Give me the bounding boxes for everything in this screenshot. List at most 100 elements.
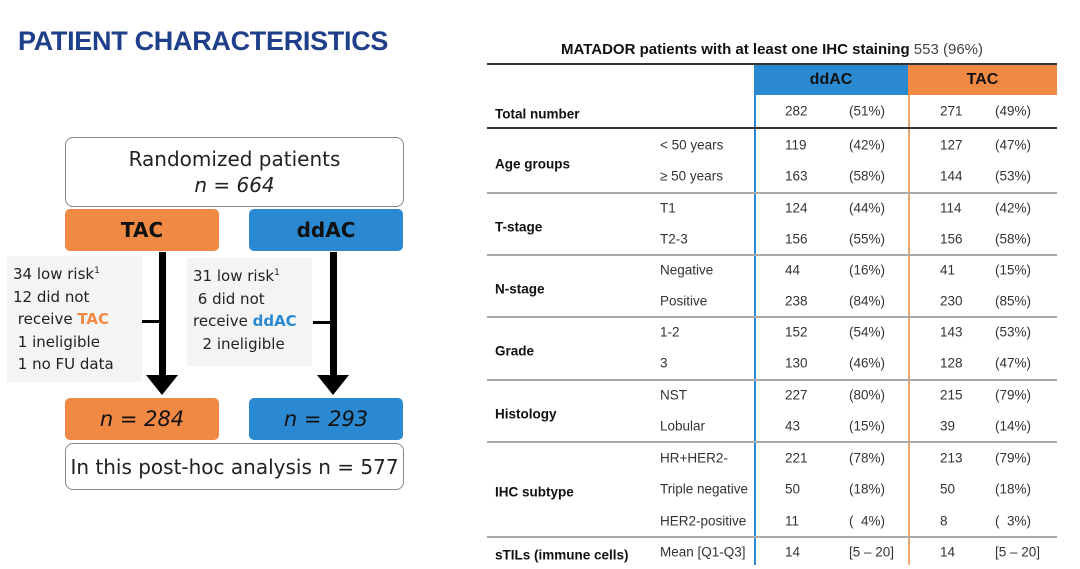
group-label: Grade — [495, 343, 535, 359]
subgroup-label: T1 — [660, 200, 676, 216]
tac-count: 156 — [940, 231, 963, 247]
tac-count: 8 — [940, 513, 948, 529]
tac-excl-low-risk: 34 low risk — [13, 265, 95, 283]
tac-percent: (15%) — [995, 262, 1032, 278]
subgroup-label: Mean [Q1-Q3] — [660, 544, 746, 560]
ddac-count: 44 — [785, 262, 801, 278]
tac-percent: [5 – 20] — [995, 544, 1041, 560]
ddac-excl-arm: ddAC — [252, 312, 297, 330]
tac-exclusions: 34 low risk1 12 did not receive TAC 1 in… — [7, 256, 142, 382]
ddac-arm-box: ddAC — [249, 209, 403, 251]
subgroup-label: < 50 years — [660, 137, 724, 153]
col-header-ddac: ddAC — [754, 65, 908, 95]
ddac-count: 43 — [785, 418, 801, 434]
tac-percent: (53%) — [995, 324, 1032, 340]
tac-count: 41 — [940, 262, 956, 278]
tac-excl-no-fu: 1 no FU data — [13, 355, 114, 373]
ddac-percent: (54%) — [849, 324, 886, 340]
group-label: Histology — [495, 406, 557, 422]
group-divider — [487, 441, 1057, 443]
tac-percent: (14%) — [995, 418, 1032, 434]
tac-percent: (47%) — [995, 137, 1032, 153]
randomized-n: n = 664 — [194, 173, 275, 197]
footnote-marker: 1 — [274, 268, 280, 278]
group-label: sTILs (immune cells) — [495, 547, 629, 563]
ddac-count: 282 — [785, 103, 808, 119]
ddac-percent: (58%) — [849, 168, 886, 184]
tac-percent: (85%) — [995, 293, 1032, 309]
tac-excl-ineligible: 1 ineligible — [13, 332, 100, 351]
col-header-tac: TAC — [908, 65, 1057, 95]
table-top-rule — [487, 63, 1057, 65]
group-label: IHC subtype — [495, 484, 574, 500]
tac-count: 14 — [940, 544, 956, 560]
tac-count: 215 — [940, 387, 963, 403]
tac-arm-box: TAC — [65, 209, 219, 251]
ddac-count: 50 — [785, 481, 801, 497]
table-title-count: 553 (96%) — [913, 41, 984, 58]
ddac-count: 14 — [785, 544, 801, 560]
subgroup-label: NST — [660, 387, 687, 403]
ddac-count: 124 — [785, 200, 808, 216]
ddac-count: 163 — [785, 168, 808, 184]
total-number-label: Total number — [495, 106, 580, 122]
tac-count: 39 — [940, 418, 956, 434]
ddac-percent: (55%) — [849, 231, 886, 247]
tac-percent: (47%) — [995, 355, 1032, 371]
tac-percent: (49%) — [995, 103, 1032, 119]
ddac-percent: ( 4%) — [849, 513, 886, 529]
ddac-excl-receive: receive — [193, 312, 253, 330]
group-label: Age groups — [495, 156, 571, 172]
tac-column-line — [908, 95, 910, 565]
ddac-percent: [5 – 20] — [849, 544, 895, 560]
subgroup-label: HER2-positive — [660, 513, 747, 529]
ddac-percent: (15%) — [849, 418, 886, 434]
ddac-excl-not-received: 6 did not — [193, 289, 265, 308]
table-title-text: MATADOR patients with at least one IHC s… — [560, 41, 910, 58]
ddac-count: 130 — [785, 355, 808, 371]
tac-count: 143 — [940, 324, 963, 340]
randomized-box: Randomized patients n = 664 — [65, 137, 404, 207]
tac-count: 114 — [940, 200, 962, 216]
group-divider — [487, 316, 1057, 318]
tac-percent: (79%) — [995, 450, 1032, 466]
tac-count: 127 — [940, 137, 963, 153]
ddac-excl-low-risk: 31 low risk — [193, 267, 275, 285]
ddac-exclusions: 31 low risk1 6 did not receive ddAC 2 in… — [187, 258, 312, 366]
tac-excl-arm: TAC — [77, 310, 110, 328]
subgroup-label: Lobular — [660, 418, 706, 434]
ddac-count: 221 — [785, 450, 808, 466]
ddac-percent: (42%) — [849, 137, 886, 153]
tac-percent: (58%) — [995, 231, 1032, 247]
group-divider — [487, 379, 1057, 381]
subgroup-label: 3 — [660, 355, 668, 371]
ddac-count: 152 — [785, 324, 808, 340]
subgroup-label: T2-3 — [660, 231, 688, 247]
tac-excl-not-received: 12 did not — [13, 287, 90, 306]
subgroup-label: 1-2 — [660, 324, 680, 340]
ddac-percent: (51%) — [849, 103, 886, 119]
ddac-percent: (80%) — [849, 387, 886, 403]
group-divider — [487, 254, 1057, 256]
ddac-excl-ineligible: 2 ineligible — [193, 334, 285, 353]
footnote-marker: 1 — [94, 266, 100, 276]
ddac-percent: (84%) — [849, 293, 886, 309]
ddac-count: 227 — [785, 387, 808, 403]
ddac-percent: (44%) — [849, 200, 886, 216]
ddac-count: 119 — [785, 137, 807, 153]
slide-title: PATIENT CHARACTERISTICS — [18, 26, 389, 56]
tac-count: 213 — [940, 450, 963, 466]
group-label: T-stage — [495, 219, 543, 235]
subgroup-label: ≥ 50 years — [660, 168, 723, 184]
table-title: MATADOR patients with at least one IHC s… — [487, 41, 1057, 58]
tac-count: 271 — [940, 103, 963, 119]
total-rule — [487, 127, 1057, 129]
ddac-count: 11 — [785, 513, 800, 529]
tac-final-n: n = 284 — [65, 398, 219, 440]
analysis-box: In this post-hoc analysis n = 577 — [65, 443, 404, 490]
subgroup-label: Triple negative — [660, 481, 749, 497]
group-divider — [487, 536, 1057, 538]
tac-percent: (18%) — [995, 481, 1032, 497]
tac-count: 50 — [940, 481, 956, 497]
ddac-percent: (46%) — [849, 355, 886, 371]
